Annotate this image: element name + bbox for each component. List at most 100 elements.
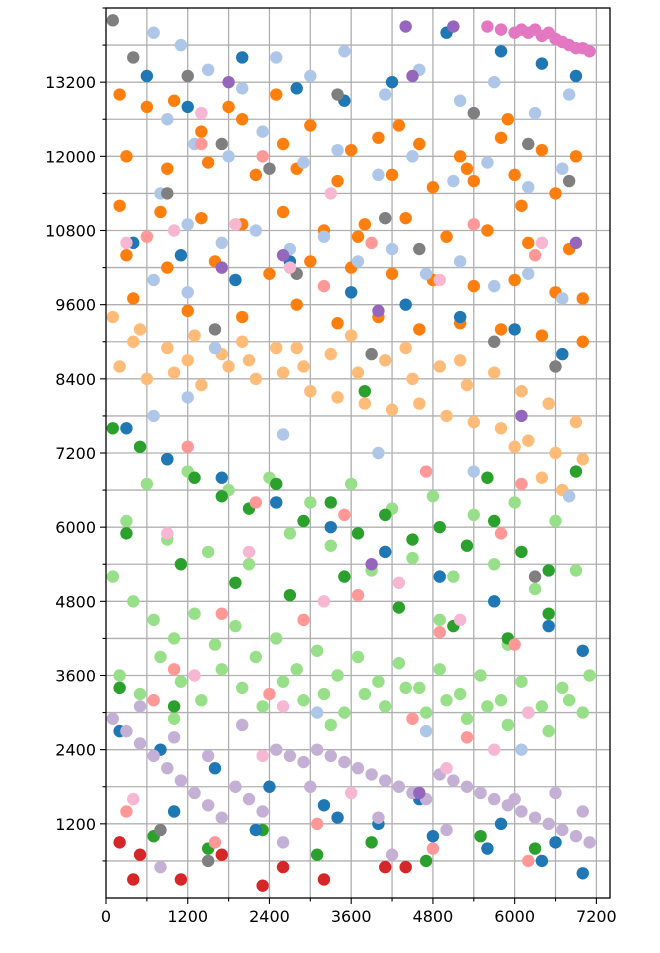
scatter-point bbox=[161, 187, 174, 200]
scatter-point bbox=[181, 391, 194, 404]
scatter-point bbox=[276, 836, 290, 849]
scatter-point bbox=[426, 181, 440, 194]
scatter-point bbox=[113, 88, 126, 101]
scatter-point bbox=[181, 440, 194, 454]
scatter-point bbox=[522, 706, 535, 719]
scatter-point bbox=[154, 860, 167, 874]
scatter-point bbox=[535, 854, 549, 868]
scatter-point bbox=[365, 236, 378, 250]
scatter-point bbox=[379, 508, 392, 522]
scatter-point bbox=[236, 335, 249, 348]
scatter-point bbox=[249, 224, 263, 237]
scatter-point bbox=[154, 823, 167, 837]
scatter-point bbox=[379, 700, 392, 713]
scatter-point bbox=[229, 619, 242, 633]
scatter-point bbox=[195, 106, 208, 120]
scatter-point bbox=[419, 854, 433, 868]
scatter-point bbox=[508, 168, 521, 182]
scatter-point bbox=[453, 255, 467, 268]
scatter-point bbox=[494, 45, 508, 58]
scatter-point bbox=[181, 354, 194, 367]
scatter-point bbox=[515, 384, 528, 398]
scatter-point bbox=[324, 539, 337, 552]
scatter-point bbox=[310, 743, 324, 756]
scatter-point bbox=[433, 613, 446, 627]
scatter-point bbox=[453, 354, 467, 367]
scatter-point bbox=[515, 409, 528, 423]
scatter-point bbox=[283, 749, 297, 763]
scatter-point bbox=[147, 749, 160, 763]
scatter-point bbox=[365, 836, 378, 849]
scatter-point bbox=[474, 669, 487, 682]
scatter-point bbox=[263, 687, 276, 701]
scatter-point bbox=[276, 205, 290, 219]
scatter-point bbox=[535, 329, 549, 342]
scatter-point bbox=[106, 422, 120, 435]
scatter-point bbox=[385, 267, 399, 280]
scatter-point bbox=[379, 545, 392, 559]
scatter-point bbox=[201, 749, 215, 763]
scatter-point bbox=[276, 249, 290, 262]
scatter-point bbox=[236, 113, 249, 126]
scatter-point bbox=[351, 527, 365, 540]
scatter-point bbox=[440, 762, 453, 775]
scatter-point bbox=[392, 119, 406, 132]
scatter-point bbox=[426, 842, 440, 855]
scatter-point bbox=[562, 88, 576, 101]
scatter-point bbox=[542, 817, 555, 831]
scatter-point bbox=[556, 347, 569, 361]
scatter-point bbox=[290, 82, 303, 95]
scatter-point bbox=[562, 490, 576, 503]
scatter-point bbox=[208, 638, 222, 651]
scatter-point bbox=[351, 650, 365, 664]
scatter-point bbox=[331, 143, 344, 157]
scatter-point bbox=[433, 360, 446, 373]
scatter-point bbox=[304, 496, 317, 509]
scatter-point bbox=[236, 681, 249, 695]
scatter-point bbox=[467, 218, 480, 231]
scatter-point bbox=[481, 224, 494, 237]
x-tick-label: 7200 bbox=[576, 907, 617, 926]
scatter-point bbox=[351, 255, 365, 268]
scatter-point bbox=[147, 694, 160, 707]
scatter-point bbox=[338, 45, 351, 58]
scatter-point bbox=[174, 675, 188, 688]
scatter-point bbox=[140, 100, 154, 114]
scatter-point bbox=[351, 230, 365, 243]
scatter-point bbox=[215, 490, 228, 503]
scatter-point bbox=[576, 867, 589, 880]
scatter-point bbox=[188, 786, 201, 800]
scatter-point bbox=[392, 576, 406, 589]
scatter-point bbox=[460, 712, 474, 725]
scatter-point bbox=[249, 168, 263, 182]
scatter-point bbox=[249, 823, 263, 837]
scatter-point bbox=[147, 613, 160, 627]
scatter-point bbox=[542, 724, 555, 738]
scatter-point bbox=[283, 527, 297, 540]
scatter-point bbox=[467, 279, 480, 293]
x-tick-label: 0 bbox=[101, 907, 111, 926]
scatter-point bbox=[528, 570, 542, 583]
scatter-point bbox=[542, 607, 555, 620]
scatter-point bbox=[304, 119, 317, 132]
scatter-point bbox=[242, 558, 256, 571]
scatter-point bbox=[256, 879, 269, 892]
scatter-point bbox=[229, 780, 242, 793]
scatter-point bbox=[569, 465, 583, 478]
scatter-point bbox=[556, 162, 569, 175]
scatter-point bbox=[249, 372, 263, 386]
scatter-point bbox=[229, 218, 242, 231]
scatter-point bbox=[494, 817, 508, 831]
scatter-point bbox=[379, 211, 392, 225]
scatter-point bbox=[542, 564, 555, 577]
scatter-point bbox=[317, 595, 331, 608]
scatter-point bbox=[181, 100, 194, 114]
scatter-point bbox=[161, 341, 174, 355]
scatter-point bbox=[167, 224, 181, 237]
x-tick-label: 2400 bbox=[249, 907, 290, 926]
scatter-point bbox=[344, 143, 358, 157]
scatter-point bbox=[453, 613, 467, 627]
y-tick-label: 1200 bbox=[55, 815, 96, 834]
scatter-point bbox=[494, 323, 508, 336]
scatter-point bbox=[215, 137, 228, 151]
